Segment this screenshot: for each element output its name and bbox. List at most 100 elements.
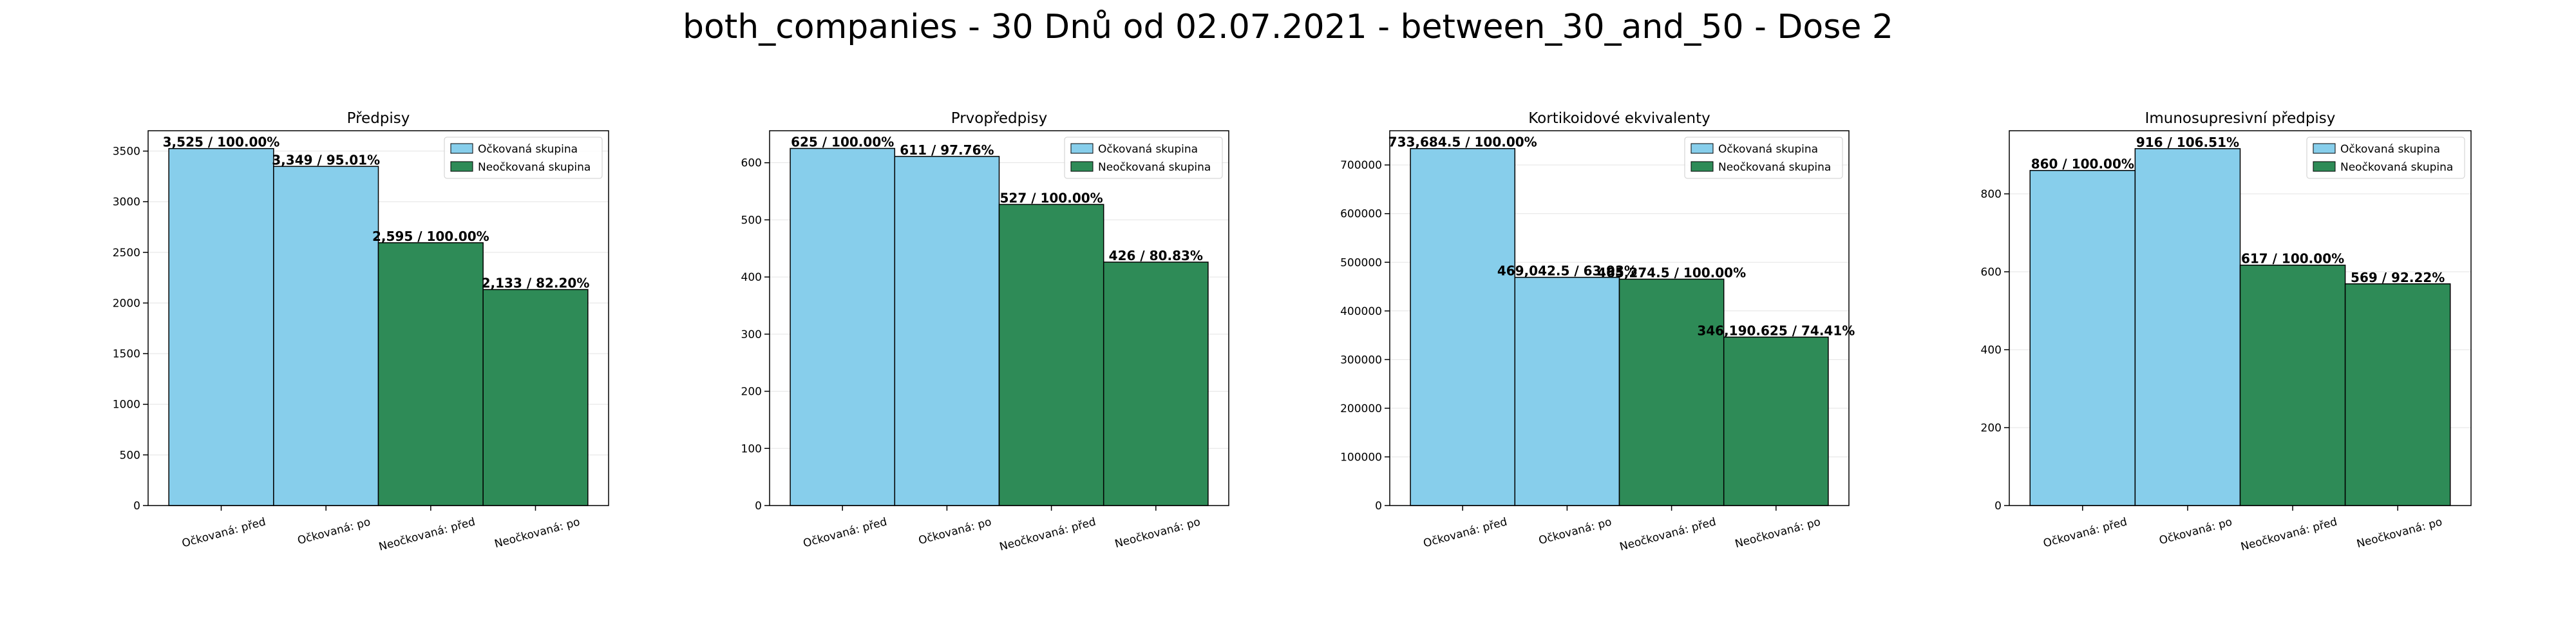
x-tick-label: Očkovaná: po — [1537, 516, 1613, 547]
bar-label: 426 / 80.83% — [1109, 248, 1203, 263]
x-tick-label: Neočkovaná: před — [2239, 516, 2338, 554]
bar-label: 2,595 / 100.00% — [372, 229, 489, 244]
legend-swatch — [450, 161, 473, 172]
chart-title: Kortikoidové ekvivalenty — [1528, 110, 1710, 127]
bar-label: 611 / 97.76% — [900, 142, 994, 158]
bar — [2029, 169, 2136, 506]
axes-frame — [2009, 130, 2472, 506]
bar — [482, 289, 589, 506]
bar-label: 2,133 / 82.20% — [482, 276, 590, 291]
x-tick-label: Neočkovaná: před — [377, 516, 477, 554]
chart-title: Prvopředpisy — [951, 110, 1048, 127]
bar-label: 346,190.625 / 74.41% — [1697, 323, 1855, 338]
y-tick-label: 600 — [741, 157, 762, 170]
y-tick-label: 2000 — [113, 297, 140, 310]
x-tick-label: Očkovaná: před — [2042, 516, 2128, 551]
bar-label: 3,349 / 95.01% — [272, 152, 380, 167]
y-tick-label: 100 — [741, 442, 762, 455]
x-tick-label: Očkovaná: po — [917, 516, 993, 547]
y-tick-label: 800 — [1981, 188, 2002, 201]
legend-swatch — [1070, 161, 1094, 172]
y-tick-label: 3000 — [113, 196, 140, 209]
bar-label: 916 / 106.51% — [2136, 135, 2239, 150]
legend-label: Očkovaná skupina — [1098, 143, 1198, 156]
bar — [1514, 276, 1620, 506]
bar-label: 527 / 100.00% — [1000, 190, 1103, 205]
legend-swatch — [2313, 143, 2336, 154]
bar — [998, 204, 1104, 506]
y-tick-label: 500 — [741, 214, 762, 227]
bar — [1618, 278, 1725, 506]
y-tick-label: 400 — [741, 271, 762, 284]
x-tick-label: Neočkovaná: před — [1618, 516, 1718, 554]
x-tick-label: Očkovaná: po — [296, 516, 372, 547]
y-tick-label: 2500 — [113, 247, 140, 260]
axes-frame — [147, 130, 609, 506]
chart-panel-2: 625 / 100.00% 611 / 97.76% 527 / 100.00% 42… — [741, 110, 1229, 554]
x-tick-label: Neočkovaná: po — [2355, 516, 2443, 551]
y-tick-label: 200000 — [1340, 402, 1382, 415]
bar — [273, 166, 379, 506]
bar-label: 465,274.5 / 100.00% — [1597, 265, 1746, 280]
y-tick-label: 300 — [741, 328, 762, 341]
legend-box — [1684, 137, 1843, 179]
y-tick-label: 100000 — [1340, 451, 1382, 464]
bar — [2134, 148, 2241, 506]
chart-panel-1: 3,525 / 100.00% 3,349 / 95.01% 2,595 / 100… — [113, 110, 609, 554]
y-tick-label: 0 — [1375, 500, 1382, 513]
y-tick-label: 500 — [120, 449, 140, 462]
legend-label: Neočkovaná skupina — [1098, 161, 1211, 174]
y-tick-label: 1500 — [113, 348, 140, 361]
bar — [790, 147, 896, 506]
y-tick-label: 500000 — [1340, 256, 1382, 269]
x-tick-label: Neočkovaná: před — [998, 516, 1097, 554]
bar — [894, 156, 1000, 506]
legend-label: Neočkovaná skupina — [1718, 161, 1831, 174]
y-tick-label: 1000 — [113, 399, 140, 412]
legend-label: Neočkovaná skupina — [2340, 161, 2453, 174]
legend-swatch — [1690, 161, 1714, 172]
y-tick-label: 300000 — [1340, 354, 1382, 366]
bar — [1410, 147, 1516, 506]
legend-box — [2306, 137, 2465, 179]
figure-title: both_companies - 30 Dnů od 02.07.2021 - … — [683, 8, 1893, 46]
bar — [377, 242, 484, 506]
y-tick-label: 0 — [133, 500, 140, 513]
y-tick-label: 200 — [741, 386, 762, 399]
y-tick-label: 600 — [1981, 266, 2002, 279]
legend-label: Očkovaná skupina — [1718, 143, 1818, 156]
y-tick-label: 200 — [1981, 422, 2002, 435]
bar-label: 469,042.5 / 63.93% — [1497, 263, 1637, 279]
legend-swatch — [450, 143, 473, 154]
legend-swatch — [1690, 143, 1714, 154]
x-tick-label: Neočkovaná: po — [1734, 516, 1822, 551]
bar — [2239, 264, 2346, 506]
y-tick-label: 0 — [755, 500, 762, 513]
chart-title: Předpisy — [347, 110, 410, 127]
chart-panel-4: 860 / 100.00%916 / 106.51% 617 / 100.00% 5… — [1981, 110, 2472, 554]
y-tick-label: 400000 — [1340, 305, 1382, 318]
bar-label: 3,525 / 100.00% — [163, 135, 280, 150]
bar-label: 733,684.5 / 100.00% — [1388, 135, 1537, 150]
x-tick-label: Očkovaná: před — [1422, 516, 1508, 551]
legend-box — [444, 137, 603, 179]
x-tick-label: Očkovaná: před — [180, 516, 267, 551]
y-tick-label: 3500 — [113, 146, 140, 158]
x-tick-label: Očkovaná: před — [802, 516, 888, 551]
legend-label: Neočkovaná skupina — [478, 161, 591, 174]
axes-frame — [1389, 130, 1850, 506]
y-tick-label: 0 — [1994, 500, 2002, 513]
axes-frame — [769, 130, 1229, 506]
x-tick-label: Neočkovaná: po — [1113, 516, 1202, 551]
chart-title: Imunosupresivní předpisy — [2145, 110, 2336, 127]
legend-label: Očkovaná skupina — [2340, 143, 2440, 156]
y-tick-label: 400 — [1981, 344, 2002, 357]
legend-box — [1064, 137, 1223, 179]
bar — [1723, 336, 1829, 506]
bar — [1103, 261, 1209, 506]
bar-label: 860 / 100.00% — [2031, 156, 2134, 172]
y-tick-label: 600000 — [1340, 208, 1382, 221]
bar-label: 617 / 100.00% — [2241, 251, 2344, 267]
bar — [168, 147, 274, 506]
